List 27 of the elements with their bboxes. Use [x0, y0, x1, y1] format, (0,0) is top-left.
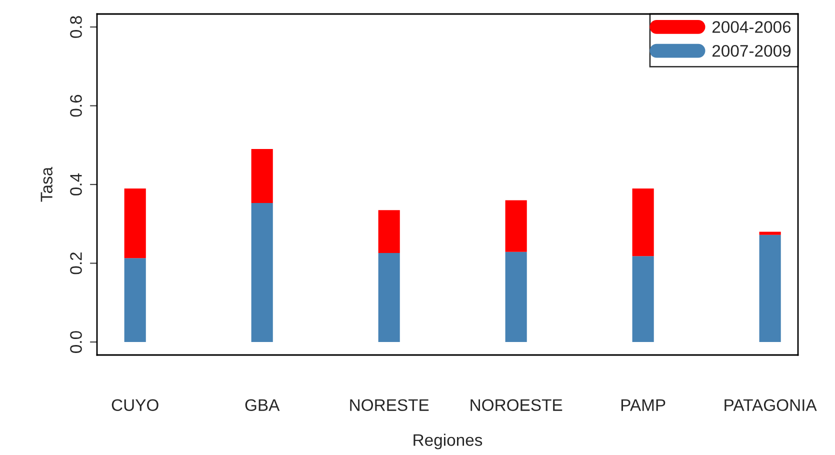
x-tick-label: GBA	[245, 399, 280, 411]
bar	[378, 210, 400, 254]
bar	[378, 253, 400, 342]
x-tick-label: CUYO	[112, 399, 158, 411]
bar	[124, 188, 146, 258]
x-tick-label: PATAGONIA	[724, 399, 817, 411]
bar	[632, 188, 654, 256]
legend-label: 2004-2006	[712, 21, 791, 33]
x-tick-label: NORESTE	[350, 399, 429, 411]
bar	[632, 256, 654, 342]
y-tick-label: 0.6	[70, 94, 82, 117]
bar	[124, 258, 146, 342]
x-tick-label: NOROESTE	[470, 399, 562, 411]
y-tick-label: 0.0	[70, 331, 82, 353]
y-tick-label: 0.8	[70, 16, 82, 38]
x-axis-title: Regiones	[414, 434, 482, 450]
y-axis-title: Tasa	[40, 166, 52, 202]
bar	[759, 234, 781, 342]
bar	[251, 203, 273, 342]
bar	[251, 149, 273, 204]
x-tick-label: PAMP	[621, 399, 666, 411]
legend-label: 2007-2009	[712, 44, 791, 57]
bar	[759, 232, 781, 235]
y-tick-label: 0.2	[70, 252, 82, 274]
y-tick-label: 0.4	[70, 173, 82, 196]
bar	[505, 252, 527, 342]
bar	[505, 200, 527, 252]
